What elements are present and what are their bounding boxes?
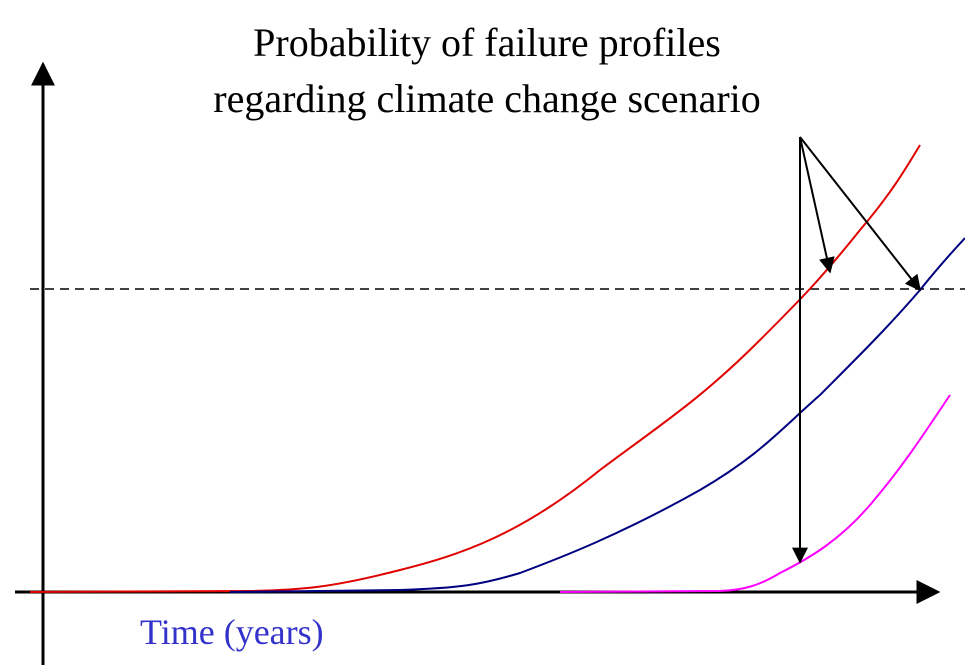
- title-line: regarding climate change scenario: [213, 76, 761, 121]
- curve-red: [29, 144, 921, 593]
- x-axis-label: Time (years): [140, 612, 324, 652]
- curve-magenta: [559, 394, 951, 593]
- title-line: Probability of failure profiles: [253, 20, 721, 65]
- arrow: [799, 136, 921, 292]
- curve-blue: [229, 237, 965, 593]
- arrow: [799, 136, 835, 274]
